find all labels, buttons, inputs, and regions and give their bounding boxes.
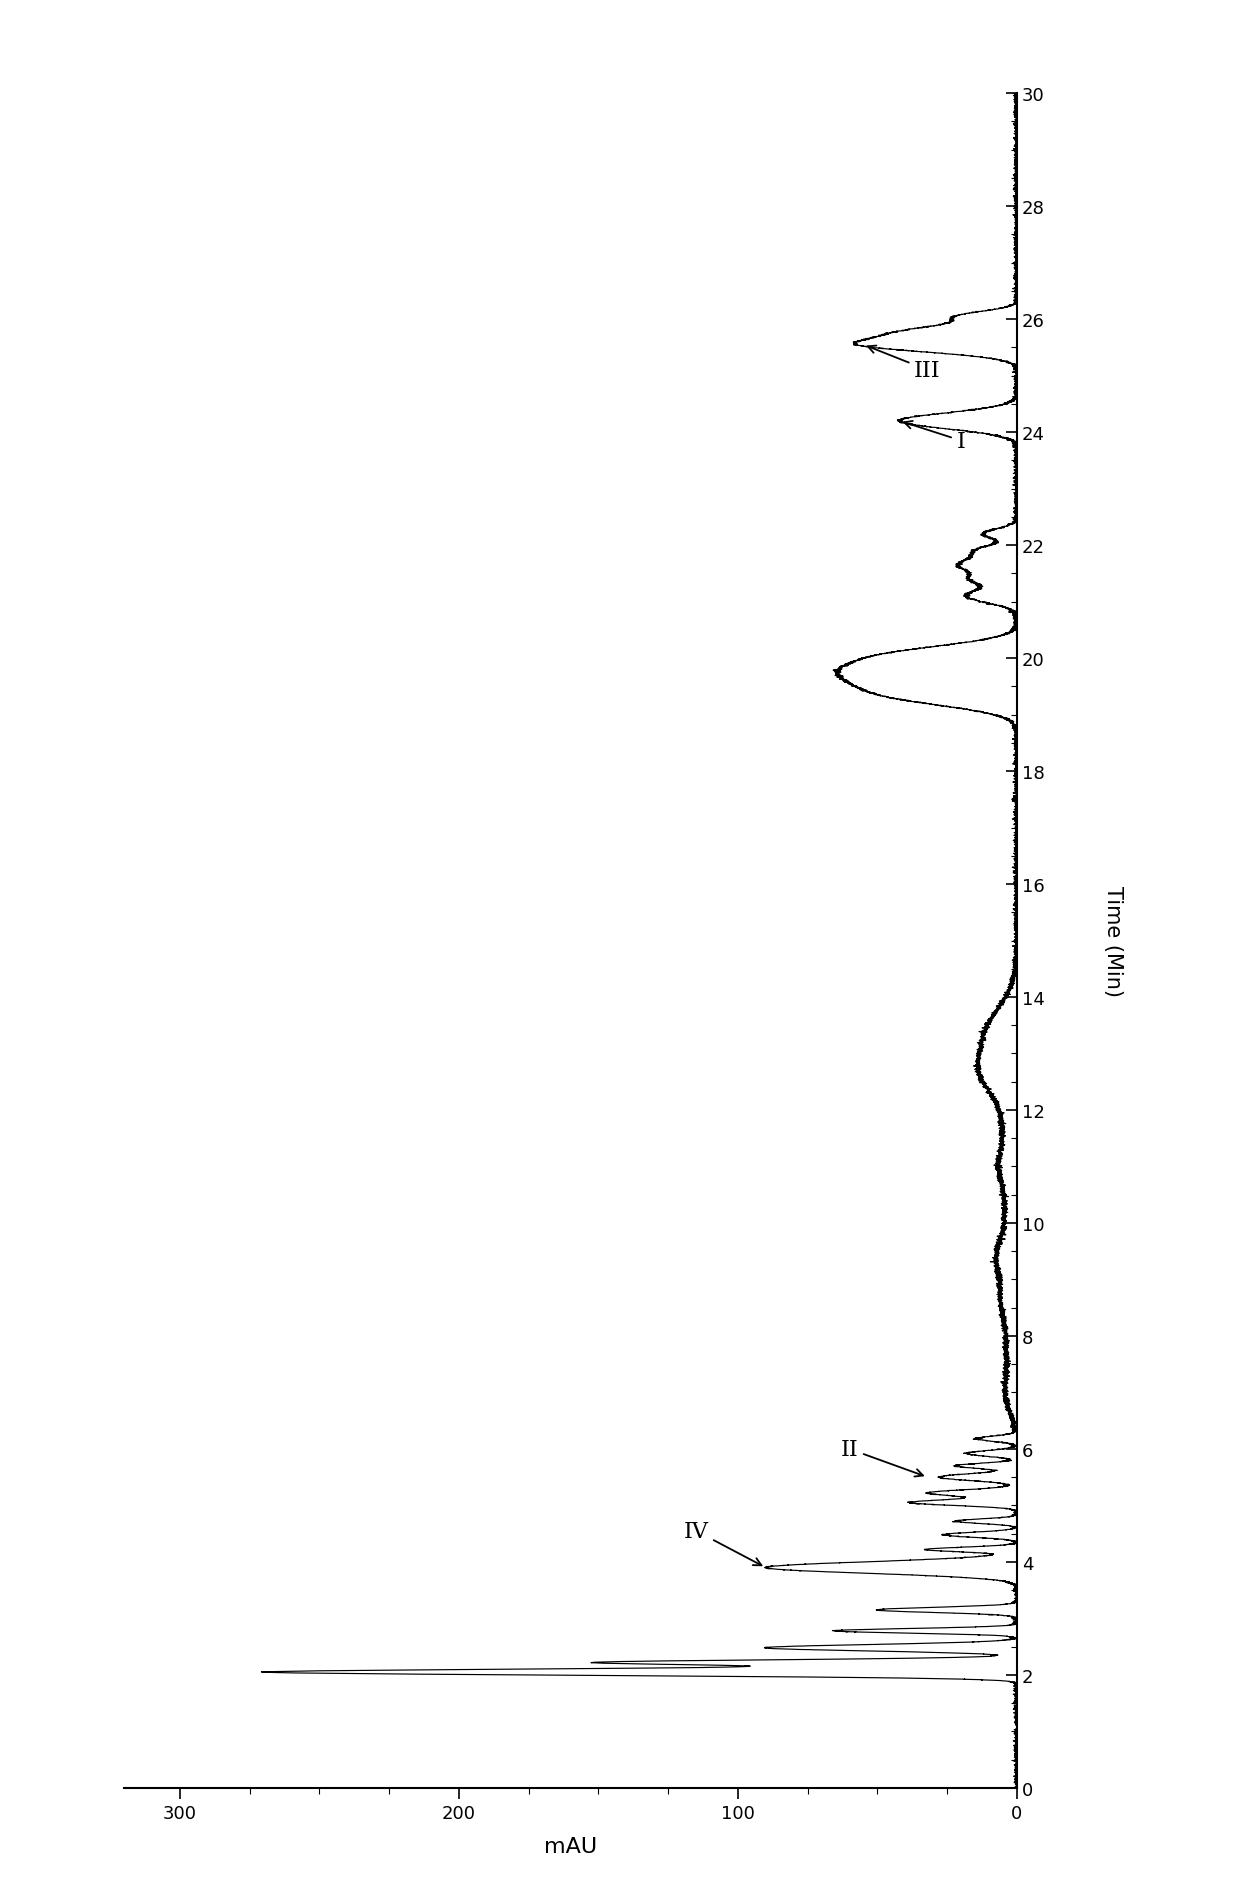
Text: I: I [904, 422, 966, 452]
Text: III: III [868, 346, 941, 382]
Text: II: II [841, 1438, 923, 1477]
Y-axis label: Time (Min): Time (Min) [1104, 886, 1123, 996]
Text: IV: IV [683, 1521, 761, 1566]
X-axis label: mAU: mAU [544, 1835, 596, 1856]
